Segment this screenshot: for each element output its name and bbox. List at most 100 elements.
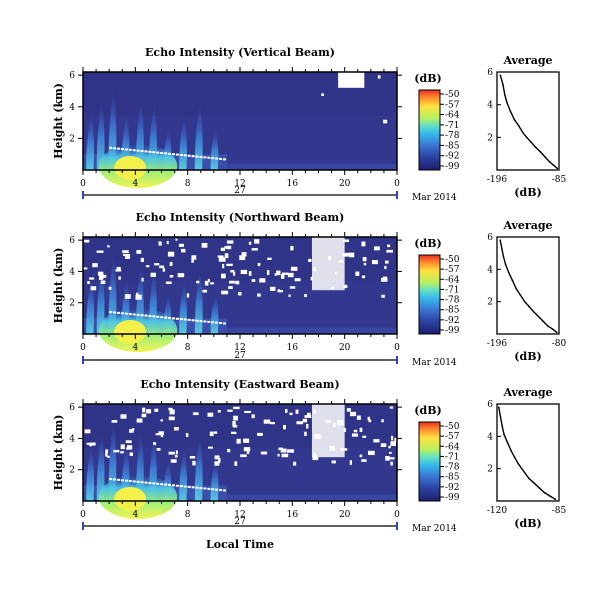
missing-data-cell xyxy=(185,433,189,437)
missing-data-cell xyxy=(290,266,298,271)
missing-data-cell xyxy=(201,242,208,248)
missing-data-cell xyxy=(191,155,195,158)
missing-data-cell xyxy=(140,481,144,484)
x-tick-label: 0 xyxy=(80,510,86,520)
missing-data-cell xyxy=(306,423,309,429)
missing-data-cell xyxy=(203,156,207,159)
missing-data-cell xyxy=(389,451,392,454)
colorbar-tick-label: -92 xyxy=(445,316,460,326)
missing-data-cell xyxy=(126,447,132,450)
missing-data-cell xyxy=(232,424,238,428)
missing-data-cell xyxy=(280,274,285,279)
missing-data-cell xyxy=(361,275,366,279)
echo-plume xyxy=(194,103,203,170)
missing-data-cell xyxy=(144,150,148,153)
missing-data-cell xyxy=(192,460,196,466)
echo-plume xyxy=(86,277,95,334)
colorbar-tick-label: -99 xyxy=(445,162,460,172)
y-tick-label: 4 xyxy=(69,103,75,113)
y-tick-label: 6 xyxy=(69,403,75,413)
missing-data-cell xyxy=(124,294,131,299)
echo-plume xyxy=(179,116,188,170)
x-tick-label: 16 xyxy=(287,343,299,353)
missing-data-cell xyxy=(191,319,195,322)
echo-plume xyxy=(96,432,105,501)
missing-data-cell xyxy=(276,270,281,276)
missing-data-cell xyxy=(219,322,223,325)
missing-data-cell xyxy=(213,431,218,434)
missing-data-cell xyxy=(248,241,252,245)
missing-data-cell xyxy=(342,253,348,257)
colorbar-tick-label: -57 xyxy=(445,100,460,110)
profile-title: Average xyxy=(502,386,552,399)
missing-data-cell xyxy=(179,485,183,488)
missing-data-cell xyxy=(304,431,307,437)
missing-data-cell xyxy=(148,482,152,485)
profile-y-tick-label: 4 xyxy=(487,265,493,275)
missing-data-cell xyxy=(388,445,391,449)
date-day: 27 xyxy=(234,517,246,527)
missing-data-cell xyxy=(232,421,236,427)
missing-data-cell xyxy=(211,321,215,324)
panel-title: Echo Intensity (Eastward Beam) xyxy=(140,378,339,391)
missing-data-cell xyxy=(353,429,358,433)
colorbar: (dB) -50-57-64-71-78-85-92-99 xyxy=(414,237,459,336)
missing-data-cell xyxy=(156,448,161,451)
profile-y-tick-label: 4 xyxy=(487,101,493,111)
profile-frame xyxy=(496,236,560,335)
missing-data-cell xyxy=(109,478,113,481)
missing-data-cell xyxy=(117,311,121,314)
missing-data-cell xyxy=(160,483,164,486)
missing-data-cell xyxy=(164,152,168,155)
missing-data-cell xyxy=(158,431,164,435)
missing-data-cell xyxy=(87,281,90,285)
missing-data-cell xyxy=(97,271,104,276)
missing-data-cell xyxy=(179,153,183,156)
missing-data-cell xyxy=(211,157,215,160)
missing-data-cell xyxy=(310,276,313,281)
missing-data-cell xyxy=(183,485,187,488)
missing-data-cell xyxy=(84,429,91,434)
missing-data-cell xyxy=(195,319,199,322)
x-tick-label: 0 xyxy=(394,510,400,520)
missing-data-cell xyxy=(181,248,186,253)
missing-data-cell xyxy=(343,284,348,289)
missing-data-cell xyxy=(160,419,164,422)
missing-data-cell xyxy=(233,271,236,276)
intensity-field xyxy=(83,404,402,519)
missing-data-cell xyxy=(160,316,164,319)
missing-data-cell xyxy=(152,151,156,154)
missing-data-cell xyxy=(257,293,261,297)
missing-data-cell xyxy=(377,75,381,79)
missing-data-cell xyxy=(177,273,185,278)
missing-data-cell xyxy=(148,315,152,318)
missing-data-cell xyxy=(84,239,90,243)
missing-data-cell xyxy=(152,482,156,485)
missing-data-cell xyxy=(263,419,271,424)
missing-data-cell xyxy=(243,438,250,443)
x-tick-label: 8 xyxy=(185,510,191,520)
missing-data-cell xyxy=(204,280,209,286)
x-tick-label: 20 xyxy=(339,343,351,353)
colorbar-gradient xyxy=(418,89,441,171)
missing-data-cell xyxy=(278,290,283,293)
missing-data-cell xyxy=(160,152,164,155)
missing-data-cell xyxy=(89,442,92,447)
x-tick-label: 4 xyxy=(132,179,138,189)
colorbar-tick-label: -78 xyxy=(445,463,460,473)
colorbar: (dB) -50-57-64-71-78-85-92-99 xyxy=(414,72,459,172)
missing-data-cell xyxy=(274,273,278,276)
missing-data-cell xyxy=(140,314,144,317)
missing-data-cell xyxy=(106,455,110,458)
missing-data-cell xyxy=(129,452,133,456)
missing-data-cell xyxy=(281,272,289,275)
missing-data xyxy=(109,75,388,161)
missing-data-cell xyxy=(374,246,380,251)
echo-plume xyxy=(210,460,219,501)
missing-data-cell xyxy=(135,294,142,300)
missing-data-cell xyxy=(132,149,136,152)
profile-x-tick-label: -196 xyxy=(487,175,507,185)
colorbar-label: (dB) xyxy=(414,237,441,250)
missing-data-cell xyxy=(141,277,144,282)
missing-data-cell xyxy=(120,444,125,450)
